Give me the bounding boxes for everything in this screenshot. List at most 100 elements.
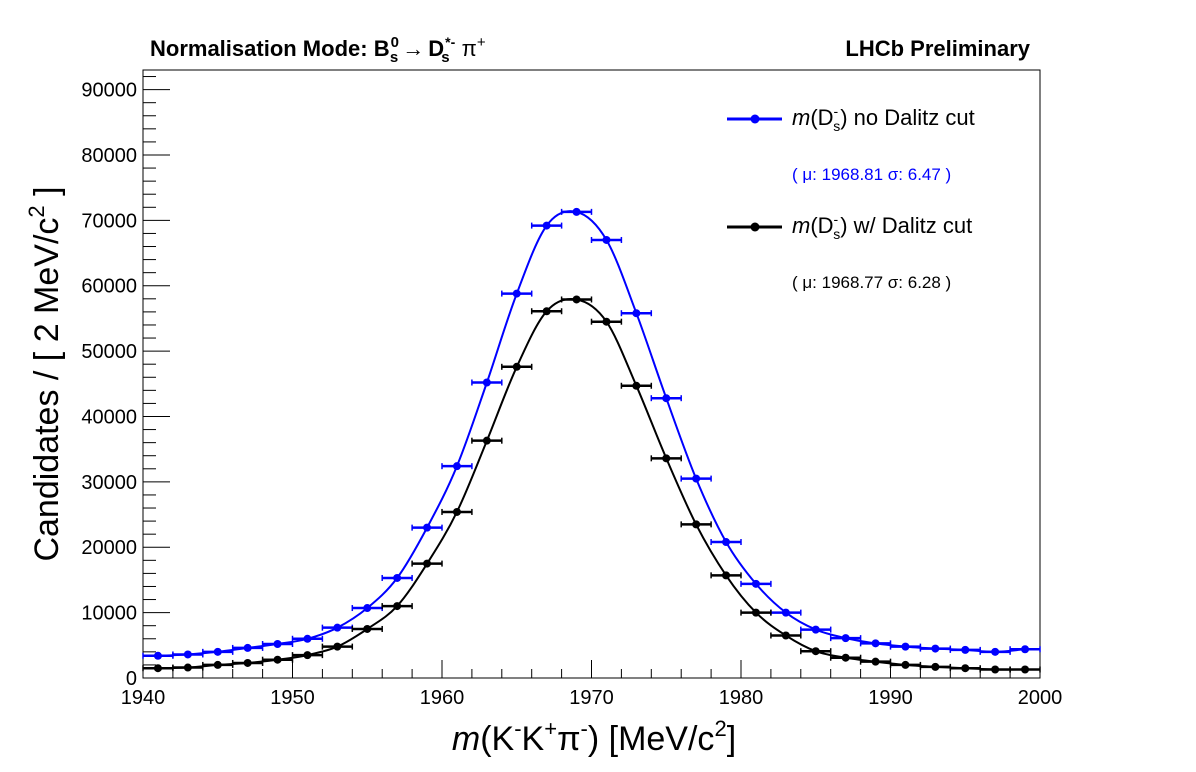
- data-point: [811, 647, 820, 656]
- data-point: [393, 573, 402, 582]
- data-point: [542, 307, 551, 316]
- data-point: [423, 523, 432, 532]
- x-label-pi-sup: -: [581, 716, 588, 741]
- data-point: [961, 645, 970, 654]
- y-axis: 0 10000 20000 30000 40000 50000 60000 70000 8000…: [81, 76, 170, 690]
- y-tick-label: 0: [126, 668, 137, 690]
- data-point: [722, 538, 731, 547]
- legend-label-with-cut: m(D-s) w/ Dalitz cut: [792, 211, 972, 242]
- data-point: [841, 653, 850, 662]
- legend-marker-no-cut: [750, 114, 760, 124]
- data-point: [781, 608, 790, 617]
- data-point: [722, 571, 731, 580]
- data-point: [841, 634, 850, 643]
- y-tick-label: 80000: [81, 145, 137, 167]
- data-point: [961, 664, 970, 673]
- x-label-close: ]: [727, 720, 736, 758]
- x-tick-label: 1990: [868, 687, 913, 709]
- x-tick-label: 1940: [121, 687, 166, 709]
- x-tick-label: 2000: [1018, 687, 1063, 709]
- legend-fit-with-cut: ( μ: 1968.77 σ: 6.28 ): [792, 273, 951, 292]
- legend-marker-with-cut: [750, 222, 760, 232]
- legend2-sub: s: [833, 226, 840, 242]
- x-label-k: (K: [480, 720, 514, 758]
- legend-entry-with-cut: m(D-s) w/ Dalitz cut ( μ: 1968.77 σ: 6.2…: [727, 211, 972, 292]
- title-arrow: →: [402, 36, 424, 61]
- data-point: [333, 623, 342, 632]
- legend2-m: m: [792, 213, 810, 238]
- data-point: [692, 474, 701, 483]
- data-point: [183, 663, 192, 672]
- title-d-meson: D: [428, 36, 444, 61]
- x-label-m: m: [452, 720, 480, 758]
- data-point: [871, 657, 880, 666]
- data-point: [303, 651, 312, 660]
- legend2-d: (D: [810, 213, 833, 238]
- y-tick-label: 20000: [81, 537, 137, 559]
- data-point: [901, 660, 910, 669]
- series-layer: [142, 207, 1041, 674]
- data-point: [632, 381, 641, 390]
- data-point: [153, 651, 162, 660]
- legend1-d: (D: [810, 105, 833, 130]
- data-point: [303, 634, 312, 643]
- data-point: [482, 436, 491, 445]
- data-point: [213, 660, 222, 669]
- legend-entry-no-cut: m(D-s) no Dalitz cut ( μ: 1968.81 σ: 6.4…: [727, 103, 975, 184]
- data-point: [602, 235, 611, 244]
- legend2-sup: -: [834, 211, 839, 227]
- experiment-label: LHCb Preliminary: [845, 36, 1030, 61]
- x-label-k2: K: [522, 720, 545, 758]
- data-point: [662, 454, 671, 463]
- data-point: [273, 655, 282, 664]
- x-label-kplus-sup: +: [544, 716, 557, 741]
- data-point: [183, 650, 192, 659]
- data-point: [1021, 665, 1030, 674]
- x-label-kminus-sup: -: [514, 716, 521, 741]
- data-point: [363, 624, 372, 633]
- data-point: [363, 604, 372, 613]
- title-pi-sup: +: [477, 34, 486, 51]
- legend: m(D-s) no Dalitz cut ( μ: 1968.81 σ: 6.4…: [727, 103, 975, 292]
- legend-label-no-cut: m(D-s) no Dalitz cut: [792, 103, 975, 134]
- data-point: [871, 639, 880, 648]
- title-b-meson: B: [374, 36, 390, 61]
- legend-fit-no-cut: ( μ: 1968.81 σ: 6.47 ): [792, 165, 951, 184]
- y-label-close: ]: [28, 186, 66, 205]
- data-point: [602, 317, 611, 326]
- y-label-sup: 2: [24, 205, 49, 217]
- y-tick-label: 70000: [81, 210, 137, 232]
- data-point: [482, 378, 491, 387]
- x-label-pi: π: [557, 720, 580, 758]
- legend1-sub: s: [833, 118, 840, 134]
- data-point: [662, 394, 671, 403]
- title-pi: π: [462, 36, 477, 61]
- x-tick-label: 1950: [270, 687, 315, 709]
- x-label-unit-sup: 2: [714, 716, 726, 741]
- x-tick-label: 1960: [420, 687, 465, 709]
- title-d-sub: s: [441, 49, 449, 66]
- x-tick-label: 1980: [719, 687, 764, 709]
- data-point: [751, 579, 760, 588]
- data-point: [273, 640, 282, 649]
- x-axis: 1940 1950 1960 1970 1980 1990 2000: [121, 660, 1063, 709]
- chart-title: Normalisation Mode: B0 s → D*-s π+: [150, 34, 486, 66]
- plot-frame: [142, 69, 1041, 679]
- data-point: [931, 644, 940, 653]
- data-point: [542, 221, 551, 230]
- legend1-rest: ) no Dalitz cut: [840, 105, 975, 130]
- y-tick-label: 60000: [81, 276, 137, 298]
- data-point: [512, 289, 521, 298]
- data-point: [751, 608, 760, 617]
- data-point: [452, 507, 461, 516]
- data-point: [692, 520, 701, 529]
- title-d-sup: *-: [445, 34, 455, 50]
- data-point: [153, 664, 162, 673]
- fit-curve: [157, 297, 1026, 671]
- series-with-cut: [142, 295, 1041, 674]
- data-point: [423, 559, 432, 568]
- x-tick-label: 1970: [569, 687, 614, 709]
- y-tick-label: 40000: [81, 406, 137, 428]
- data-point: [811, 625, 820, 634]
